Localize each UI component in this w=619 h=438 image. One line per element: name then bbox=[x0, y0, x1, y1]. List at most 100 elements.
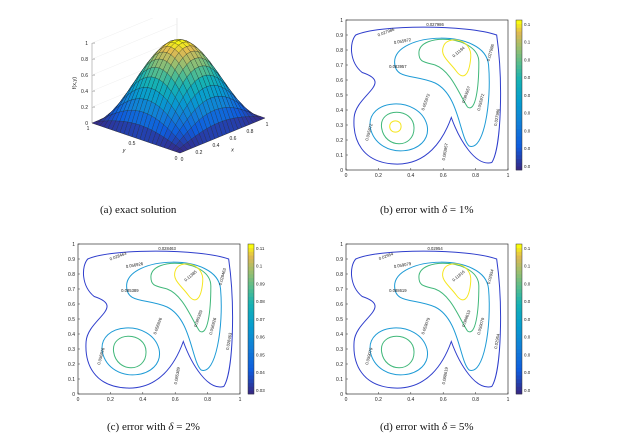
y-tick-label: 0.6 bbox=[336, 302, 343, 308]
colorbar: 0.03 0.04 0.05 0.06 0.07 0.08 0.09 0.1 0.11 bbox=[247, 243, 265, 395]
x-tick-label: 0 bbox=[345, 397, 348, 403]
colorbar-segment bbox=[516, 322, 522, 327]
colorbar-segment bbox=[516, 155, 522, 160]
colorbar-segment bbox=[248, 266, 254, 271]
colorbar-tick-label: 0.05 bbox=[256, 352, 265, 357]
contour-level-2-upper bbox=[126, 261, 222, 371]
contour-level-3-lower bbox=[381, 335, 415, 369]
contour-label: 0.055972 bbox=[393, 37, 412, 45]
y-tick-label: 0.8 bbox=[336, 272, 343, 278]
contour-label: 0.085389 bbox=[193, 309, 204, 328]
colorbar-border bbox=[515, 19, 523, 171]
colorbar-segment bbox=[248, 356, 254, 361]
colorbar-segment bbox=[516, 53, 522, 58]
colorbar-segment bbox=[516, 72, 522, 77]
y-tick-label: 0.1 bbox=[68, 377, 75, 383]
x-tick-label: 0 bbox=[181, 157, 184, 163]
contour-label: 0.055972 bbox=[420, 92, 431, 111]
y-tick-label: 0.1 bbox=[336, 153, 343, 159]
colorbar-segment bbox=[516, 158, 522, 163]
colorbar-segment bbox=[516, 334, 522, 339]
z-tick-label: 0.6 bbox=[81, 73, 88, 79]
y-tick-label: 0 bbox=[340, 392, 343, 398]
colorbar-segment bbox=[516, 307, 522, 312]
y-tick-label: 0.5 bbox=[68, 317, 75, 323]
colorbar-segment bbox=[516, 300, 522, 305]
x-tick-label: 0.8 bbox=[472, 397, 479, 403]
plot-box bbox=[77, 243, 241, 395]
colorbar-tick-label: 0.1 bbox=[524, 264, 530, 269]
colorbar-segment bbox=[516, 247, 522, 252]
colorbar-segment bbox=[248, 315, 254, 320]
plot-box bbox=[345, 19, 509, 171]
contour-label: 0.02954 bbox=[378, 251, 395, 261]
contour-label: 0.056926 bbox=[152, 316, 163, 335]
x-tick-label: 0.8 bbox=[472, 173, 479, 179]
colorbar-segment bbox=[248, 319, 254, 324]
contour-level-2-lower bbox=[369, 327, 428, 376]
colorbar-segment bbox=[248, 255, 254, 260]
colorbar-segment bbox=[248, 371, 254, 376]
contour-label: 0.083957 bbox=[461, 85, 472, 104]
colorbar-segment bbox=[516, 95, 522, 100]
colorbar-tick-label: 0.11 bbox=[256, 246, 265, 251]
colorbar-segment bbox=[516, 337, 522, 342]
contour-label: 0.02954 bbox=[428, 246, 444, 251]
contour-level-4-upper bbox=[442, 263, 472, 301]
colorbar-tick-label: 0.11 bbox=[524, 22, 530, 27]
colorbar-segment bbox=[248, 390, 254, 395]
contour-level-1 bbox=[83, 250, 234, 389]
y-tick-label: 0.9 bbox=[336, 257, 343, 263]
x-tick-label: 0.6 bbox=[230, 136, 237, 142]
colorbar-segment bbox=[248, 274, 254, 279]
colorbar-tick-label: 0.08 bbox=[256, 299, 265, 304]
colorbar-segment bbox=[516, 379, 522, 384]
surface-mesh bbox=[91, 39, 266, 154]
y-tick-label: 0.4 bbox=[336, 332, 343, 338]
colorbar-segment bbox=[516, 296, 522, 301]
colorbar-tick-label: 0.06 bbox=[524, 335, 530, 340]
x-axis-label: x bbox=[230, 148, 234, 154]
contour-label: 0.059079 bbox=[420, 316, 431, 335]
caption-a: (a) exact solution bbox=[100, 204, 177, 216]
colorbar-tick-label: 0.1 bbox=[524, 40, 530, 45]
colorbar-segment bbox=[516, 143, 522, 148]
z-tick-label: 1 bbox=[85, 41, 88, 47]
colorbar-segment bbox=[516, 57, 522, 62]
colorbar-segment bbox=[248, 349, 254, 354]
y-tick-label: 0.3 bbox=[336, 347, 343, 353]
colorbar-segment bbox=[516, 345, 522, 350]
colorbar-segment bbox=[516, 42, 522, 47]
x-tick-label: 0.8 bbox=[247, 129, 254, 135]
colorbar-tick-label: 0.06 bbox=[524, 111, 530, 116]
colorbar-segment bbox=[516, 38, 522, 43]
colorbar-segment bbox=[248, 375, 254, 380]
contour-label: 0.059079 bbox=[476, 316, 486, 335]
colorbar-tick-label: 0.03 bbox=[524, 164, 530, 169]
z-axis-label: f(x,y) bbox=[72, 77, 78, 89]
y-tick-label: 0.4 bbox=[336, 108, 343, 114]
colorbar-segment bbox=[248, 379, 254, 384]
caption-b: (b) error with δ = 1% bbox=[380, 204, 474, 216]
colorbar-tick-label: 0.05 bbox=[524, 352, 530, 357]
colorbar-segment bbox=[516, 285, 522, 290]
x-tick-label: 0.8 bbox=[204, 397, 211, 403]
colorbar-segment bbox=[516, 255, 522, 260]
y-tick-label: 0.1 bbox=[336, 377, 343, 383]
contour-label: 0.083957 bbox=[441, 142, 449, 161]
colorbar-segment bbox=[516, 292, 522, 297]
colorbar-segment bbox=[516, 281, 522, 286]
colorbar-tick-label: 0.09 bbox=[524, 57, 530, 62]
contour-label: 0.027986 bbox=[493, 108, 501, 127]
colorbar-segment bbox=[516, 375, 522, 380]
colorbar-segment bbox=[248, 247, 254, 252]
x-tick-label: 1 bbox=[239, 397, 242, 403]
y-tick-label: 0.5 bbox=[129, 141, 136, 147]
colorbar-segment bbox=[516, 341, 522, 346]
colorbar-segment bbox=[516, 147, 522, 152]
plot-box bbox=[345, 243, 509, 395]
colorbar-segment bbox=[516, 106, 522, 111]
colorbar-segment bbox=[516, 251, 522, 256]
colorbar-segment bbox=[516, 98, 522, 103]
contour-label: 0.028463 bbox=[218, 267, 228, 286]
